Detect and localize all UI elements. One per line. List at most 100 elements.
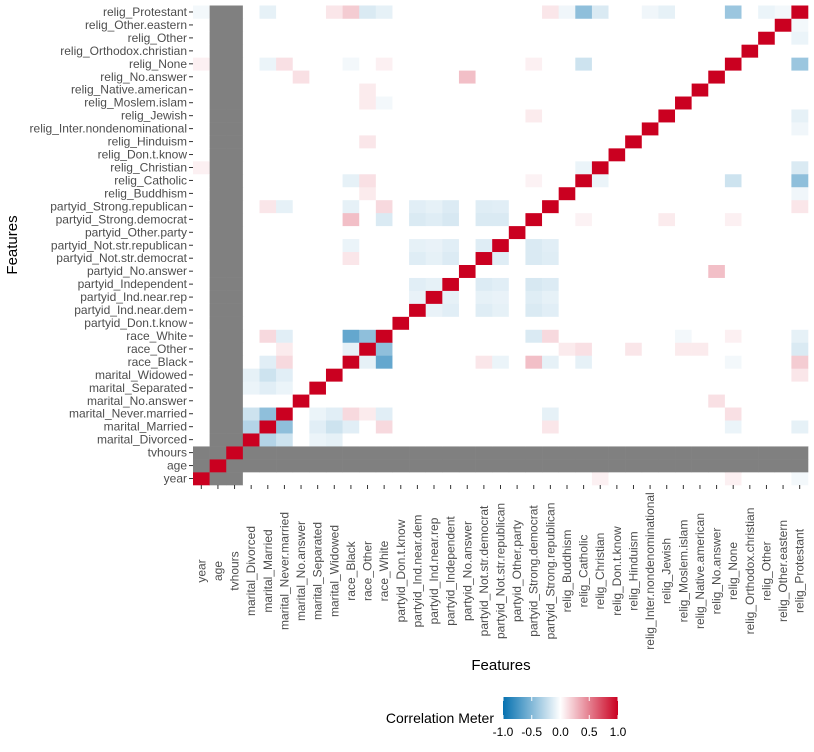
heatmap-cell-relig_Moslem.islam-partyid_Other.party xyxy=(508,96,526,110)
heatmap-cell-relig_Other-relig_Other xyxy=(758,31,776,45)
heatmap-cell-relig_Other.eastern-marital_No.answer xyxy=(292,18,310,32)
heatmap-cell-partyid_Not.str.democrat-relig_Christian xyxy=(591,251,609,265)
heatmap-cell-age-relig_Inter.nondenominational xyxy=(641,459,659,473)
heatmap-cell-race_White-relig_Don.t.know xyxy=(608,329,626,343)
heatmap-cell-race_Black-marital_No.answer xyxy=(292,355,310,369)
heatmap-cell-partyid_Don.t.know-race_White xyxy=(375,316,393,330)
heatmap-cell-marital_Never.married-partyid_Ind.near.dem xyxy=(409,407,427,421)
heatmap-cell-marital_Widowed-relig_Other xyxy=(758,368,776,382)
heatmap-cell-relig_Jewish-relig_Christian xyxy=(591,109,609,123)
heatmap-cell-marital_Separated-relig_Jewish xyxy=(658,381,676,395)
heatmap-cell-partyid_Ind.near.dem-relig_Catholic xyxy=(575,303,593,317)
heatmap-cell-race_Black-year xyxy=(193,355,210,369)
heatmap-cell-relig_Catholic-partyid_Not.str.republican xyxy=(492,173,510,188)
heatmap-cell-partyid_No.answer-relig_Catholic xyxy=(575,264,593,278)
heatmap-cell-relig_Protestant-relig_None xyxy=(724,5,742,19)
heatmap-cell-relig_Catholic-marital_No.answer xyxy=(292,173,310,188)
heatmap-cell-marital_Separated-relig_Other.eastern xyxy=(774,381,792,395)
heatmap-cell-relig_Native.american-relig_Catholic xyxy=(575,83,593,97)
heatmap-cell-partyid_Other.party-relig_Hinduism xyxy=(625,225,643,240)
heatmap-cell-partyid_Strong.republican-relig_Orthodox.christian xyxy=(741,199,759,214)
heatmap-cell-partyid_Other.party-relig_None xyxy=(724,225,742,240)
heatmap-cell-relig_Catholic-year xyxy=(193,173,210,188)
heatmap-cell-relig_None-marital_No.answer xyxy=(292,57,310,71)
heatmap-cell-partyid_Strong.republican-partyid_Ind.near.rep xyxy=(425,199,443,214)
heatmap-cell-relig_Other.eastern-partyid_Don.t.know xyxy=(392,18,410,32)
heatmap-cell-relig_Other.eastern-race_Other xyxy=(359,18,377,32)
heatmap-cell-relig_Catholic-relig_Jewish xyxy=(658,173,676,188)
heatmap-cell-relig_None-race_White xyxy=(375,57,393,71)
heatmap-cell-relig_Christian-relig_None xyxy=(724,161,742,175)
heatmap-cell-partyid_Strong.republican-relig_Catholic xyxy=(575,199,593,214)
heatmap-cell-relig_Moslem.islam-relig_Other xyxy=(758,96,776,110)
heatmap-cell-marital_Widowed-relig_None xyxy=(724,368,742,382)
heatmap-cell-age-relig_Buddhism xyxy=(558,459,576,473)
heatmap-cell-relig_Protestant-relig_Buddhism xyxy=(558,5,576,19)
heatmap-cell-relig_Hinduism-marital_Separated xyxy=(309,135,327,149)
heatmap-cell-relig_Hinduism-relig_Protestant xyxy=(791,135,809,149)
heatmap-cell-relig_Catholic-relig_Native.american xyxy=(691,173,709,188)
heatmap-cell-relig_No.answer-marital_No.answer xyxy=(292,70,310,84)
heatmap-cell-marital_No.answer-age xyxy=(209,394,227,408)
heatmap-cell-marital_Never.married-relig_Jewish xyxy=(658,407,676,421)
heatmap-cell-relig_Hinduism-relig_Jewish xyxy=(658,135,676,149)
heatmap-cell-relig_Catholic-partyid_Ind.near.rep xyxy=(425,173,443,188)
heatmap-cell-partyid_Strong.democrat-relig_Buddhism xyxy=(558,212,576,227)
heatmap-cell-partyid_Not.str.republican-relig_Other xyxy=(758,238,776,253)
heatmap-cell-relig_Other.eastern-marital_Married xyxy=(259,18,277,32)
heatmap-cell-race_Other-relig_Other xyxy=(758,342,776,356)
heatmap-cell-race_Other-race_Other xyxy=(359,342,377,356)
heatmap-cell-partyid_Ind.near.dem-relig_Don.t.know xyxy=(608,303,626,317)
heatmap-cell-year-marital_Never.married xyxy=(276,472,294,486)
heatmap-cell-relig_Orthodox.christian-race_Black xyxy=(342,44,360,58)
heatmap-cell-relig_Jewish-relig_Don.t.know xyxy=(608,109,626,123)
heatmap-cell-year-partyid_No.answer xyxy=(458,472,476,486)
heatmap-cell-relig_Native.american-relig_Orthodox.christian xyxy=(741,83,759,97)
heatmap-cell-relig_No.answer-partyid_Ind.near.dem xyxy=(409,70,427,84)
heatmap-cell-relig_Inter.nondenominational-relig_Christian xyxy=(591,122,609,136)
heatmap-cell-partyid_Independent-relig_Protestant xyxy=(791,277,809,291)
heatmap-cell-race_White-relig_Christian xyxy=(591,329,609,343)
x-axis-title: Features xyxy=(471,657,530,674)
heatmap-cell-race_White-partyid_No.answer xyxy=(458,329,476,343)
heatmap-cell-marital_Separated-relig_Protestant xyxy=(791,381,809,395)
heatmap-cell-partyid_Strong.republican-relig_Christian xyxy=(591,199,609,214)
heatmap-cell-marital_Never.married-race_White xyxy=(375,407,393,421)
heatmap-cell-partyid_Ind.near.rep-marital_Widowed xyxy=(325,290,343,304)
heatmap-cell-relig_Jewish-relig_Other.eastern xyxy=(774,109,792,123)
heatmap-cell-partyid_Not.str.republican-race_Black xyxy=(342,238,360,253)
heatmap-cell-relig_Other-partyid_Ind.near.dem xyxy=(409,31,427,45)
heatmap-cell-partyid_Ind.near.rep-partyid_Don.t.know xyxy=(392,290,410,304)
heatmap-cell-age-marital_No.answer xyxy=(292,459,310,473)
heatmap-cell-tvhours-marital_Divorced xyxy=(242,446,260,460)
heatmap-cell-partyid_Independent-relig_No.answer xyxy=(708,277,726,291)
heatmap-cell-marital_Separated-marital_No.answer xyxy=(292,381,310,395)
heatmap-cell-partyid_No.answer-relig_Don.t.know xyxy=(608,264,626,278)
heatmap-cell-relig_Jewish-relig_Native.american xyxy=(691,109,709,123)
heatmap-cell-marital_Separated-race_Other xyxy=(359,381,377,395)
heatmap-cell-partyid_Strong.democrat-age xyxy=(209,212,227,227)
heatmap-cell-marital_Widowed-partyid_Not.str.democrat xyxy=(475,368,493,382)
y-tick-label: marital_Divorced xyxy=(97,433,187,447)
heatmap-cell-partyid_Not.str.democrat-relig_Inter.nondenominational xyxy=(641,251,659,265)
heatmap-cell-marital_Widowed-marital_Divorced xyxy=(242,368,260,382)
heatmap-cell-marital_Widowed-relig_Other.eastern xyxy=(774,368,792,382)
heatmap-cell-race_White-relig_No.answer xyxy=(708,329,726,343)
heatmap-cell-race_White-marital_Married xyxy=(259,329,277,343)
heatmap-cell-marital_Divorced-relig_Inter.nondenominational xyxy=(641,433,659,447)
heatmap-cell-year-relig_No.answer xyxy=(708,472,726,486)
heatmap-cell-race_Black-relig_Jewish xyxy=(658,355,676,369)
heatmap-cell-relig_Other-relig_Catholic xyxy=(575,31,593,45)
heatmap-cell-relig_Orthodox.christian-relig_Catholic xyxy=(575,44,593,58)
heatmap-cell-partyid_Not.str.republican-relig_Jewish xyxy=(658,238,676,253)
heatmap-cell-year-relig_Don.t.know xyxy=(608,472,626,486)
heatmap-cell-race_Other-relig_Other.eastern xyxy=(774,342,792,356)
heatmap-cell-relig_Christian-race_Other xyxy=(359,161,377,175)
heatmap-cell-partyid_Not.str.democrat-relig_Jewish xyxy=(658,251,676,265)
heatmap-cell-race_Black-relig_Catholic xyxy=(575,355,593,369)
heatmap-cell-relig_Moslem.islam-race_Other xyxy=(359,96,377,110)
heatmap-cell-relig_Jewish-marital_Widowed xyxy=(325,109,343,123)
heatmap-cell-race_Other-relig_None xyxy=(724,342,742,356)
heatmap-cell-relig_None-relig_Other.eastern xyxy=(774,57,792,71)
